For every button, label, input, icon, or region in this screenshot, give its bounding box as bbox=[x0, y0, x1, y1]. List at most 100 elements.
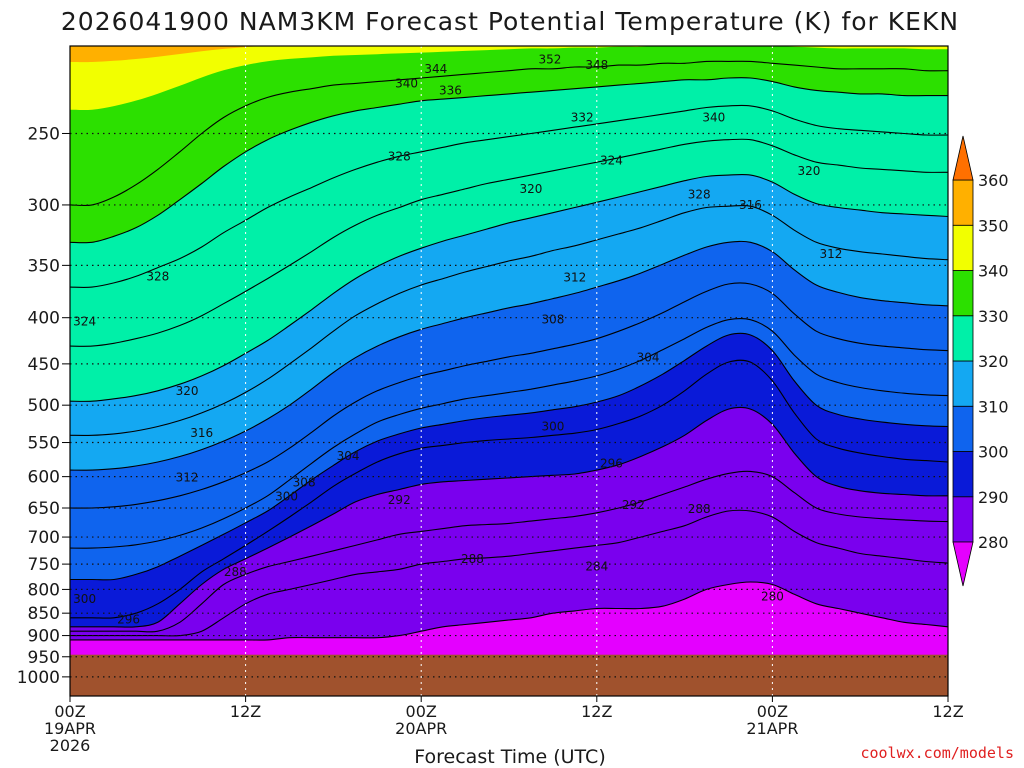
contour-label: 328 bbox=[688, 187, 711, 201]
theta-band-350 bbox=[70, 46, 948, 63]
isentrope-288 bbox=[70, 470, 948, 633]
x-axis-label: Forecast Time (UTC) bbox=[414, 746, 605, 768]
isentrope-320 bbox=[70, 173, 948, 402]
contour-label: 320 bbox=[176, 384, 199, 398]
contour-label: 328 bbox=[388, 149, 411, 163]
y-tick-label: 850 bbox=[28, 604, 60, 624]
colorbar-min-arrow bbox=[952, 541, 974, 587]
contour-label: 292 bbox=[388, 493, 411, 507]
y-tick-label: 550 bbox=[28, 434, 60, 454]
isentrope-300 bbox=[70, 332, 948, 581]
colorbar-band bbox=[952, 496, 974, 543]
colorbar-label: 290 bbox=[978, 488, 1009, 507]
contour-label: 344 bbox=[424, 62, 447, 76]
plot-frame bbox=[69, 45, 949, 697]
y-tick-label: 1000 bbox=[17, 668, 60, 688]
colorbar-band bbox=[952, 270, 974, 317]
theta-filled-bands bbox=[70, 46, 948, 696]
isentrope-324 bbox=[70, 138, 948, 347]
isentrope-284 bbox=[70, 509, 948, 637]
isentrope-304 bbox=[70, 317, 948, 549]
contour-label: 316 bbox=[190, 426, 213, 440]
contour-label: 332 bbox=[571, 110, 594, 124]
colorbar-band bbox=[952, 405, 974, 452]
contour-label: 312 bbox=[563, 270, 586, 284]
x-tick-label: 20APR bbox=[395, 719, 447, 738]
y-tick-label: 400 bbox=[28, 309, 60, 329]
ground-mask bbox=[70, 654, 948, 696]
contour-label: 312 bbox=[819, 247, 842, 261]
y-tick-label: 250 bbox=[28, 124, 60, 144]
colorbar-label: 300 bbox=[978, 443, 1009, 462]
isentrope-292 bbox=[70, 406, 948, 628]
plot-area: 352 348 344 340 336 332 340 328 324 320 328 320 316 3… bbox=[70, 46, 948, 696]
x-tick-label: 00Z bbox=[54, 702, 85, 721]
credit-link[interactable]: coolwx.com/models bbox=[860, 744, 1014, 762]
isentrope-280 bbox=[70, 581, 948, 641]
theta-band-332 bbox=[70, 46, 948, 243]
colorbar-label: 360 bbox=[978, 171, 1009, 190]
colorbar-label: 330 bbox=[978, 307, 1009, 326]
contour-label: 304 bbox=[637, 351, 660, 365]
contour-label: 288 bbox=[688, 502, 711, 516]
x-tick-label: 00Z bbox=[406, 702, 437, 721]
grid-lines bbox=[70, 46, 948, 696]
contour-label: 312 bbox=[176, 470, 199, 484]
contour-label: 292 bbox=[622, 498, 645, 512]
colorbar-band bbox=[952, 179, 974, 226]
isentrope-312 bbox=[70, 240, 948, 471]
contour-label: 348 bbox=[585, 58, 608, 72]
contour-label: 284 bbox=[585, 560, 608, 574]
contour-label: 288 bbox=[461, 552, 484, 566]
isentrope-332 bbox=[70, 77, 948, 244]
colorbar-band bbox=[952, 315, 974, 362]
x-tick-label: 21APR bbox=[746, 719, 798, 738]
colorbar: 280 290 300 310 320 330 340 350 360 bbox=[952, 135, 1009, 587]
contour-labels: 352 348 344 340 336 332 340 328 324 320 328 320 316 3… bbox=[73, 52, 842, 626]
y-tick-label: 350 bbox=[28, 256, 60, 276]
isentrope-328 bbox=[70, 104, 948, 289]
contour-label: 300 bbox=[541, 420, 564, 434]
contour-label: 324 bbox=[600, 154, 623, 168]
contour-label: 352 bbox=[539, 52, 562, 66]
colorbar-max-arrow bbox=[952, 135, 974, 181]
chart-title: 2026041900 NAM3KM Forecast Potential Tem… bbox=[61, 7, 959, 36]
x-tick-label: 12Z bbox=[932, 702, 963, 721]
isentrope-336 bbox=[70, 60, 948, 207]
contour-label: 296 bbox=[600, 456, 623, 470]
contour-label: 308 bbox=[293, 475, 316, 489]
y-axis-ticks: 250 300 350 400 450 500 550 600 650 700 750 800 850 9… bbox=[17, 124, 70, 688]
colorbar-label: 350 bbox=[978, 216, 1009, 235]
x-tick-label: 19APR bbox=[44, 719, 96, 738]
y-tick-label: 300 bbox=[28, 196, 60, 216]
contour-label: 300 bbox=[275, 489, 298, 503]
contour-label: 320 bbox=[798, 164, 821, 178]
colorbar-band bbox=[952, 360, 974, 407]
isentrope-296 bbox=[70, 359, 948, 619]
contour-label: 328 bbox=[146, 269, 169, 283]
contour-label: 296 bbox=[117, 613, 140, 627]
y-tick-label: 450 bbox=[28, 355, 60, 375]
x-tick-label: 12Z bbox=[581, 702, 612, 721]
x-tick-label: 2026 bbox=[50, 736, 91, 755]
y-tick-label: 800 bbox=[28, 580, 60, 600]
x-tick-label: 12Z bbox=[230, 702, 261, 721]
isentrope-lines bbox=[70, 60, 948, 641]
colorbar-label: 320 bbox=[978, 352, 1009, 371]
y-tick-label: 700 bbox=[28, 528, 60, 548]
isentrope-308 bbox=[70, 282, 948, 509]
colorbar-label: 310 bbox=[978, 397, 1009, 416]
contour-label: 308 bbox=[541, 313, 564, 327]
y-tick-label: 600 bbox=[28, 468, 60, 488]
y-tick-label: 950 bbox=[28, 648, 60, 668]
isentrope-316 bbox=[70, 204, 948, 436]
contour-label: 288 bbox=[224, 565, 247, 579]
contour-label: 324 bbox=[73, 315, 96, 329]
contour-label: 336 bbox=[439, 83, 462, 97]
contour-label: 280 bbox=[761, 590, 784, 604]
y-tick-label: 750 bbox=[28, 555, 60, 575]
y-tick-label: 500 bbox=[28, 396, 60, 416]
contour-label: 340 bbox=[395, 76, 418, 90]
